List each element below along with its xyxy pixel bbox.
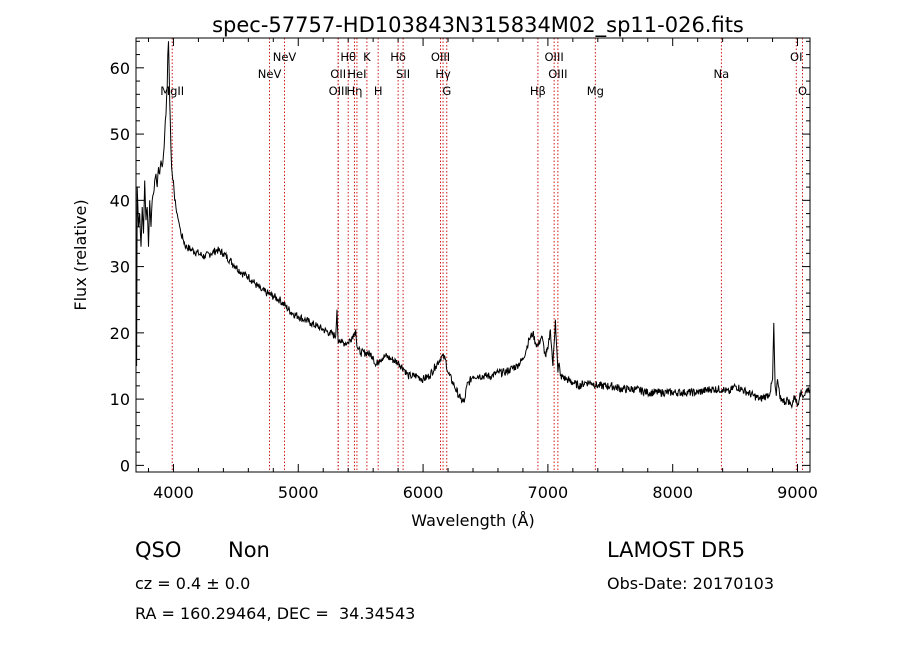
redshift-cz: cz = 0.4 ± 0.0: [135, 574, 251, 593]
y-tick-label-3: 30: [110, 258, 130, 277]
line-label-13: Hγ: [435, 67, 451, 81]
survey-name: LAMOST DR5: [607, 538, 746, 562]
x-tick-label-2: 6000: [403, 483, 444, 502]
line-label-1: NeV: [258, 67, 282, 81]
x-tick-label-5: 9000: [777, 483, 818, 502]
x-tick-label-1: 5000: [278, 483, 319, 502]
line-label-8: K: [363, 50, 371, 64]
y-tick-label-1: 10: [110, 390, 130, 409]
line-label-18: Mg: [587, 84, 604, 98]
line-label-2: NeV: [273, 50, 297, 64]
line-label-15: Hβ: [530, 84, 546, 98]
spectrum-line-0: [135, 41, 811, 410]
line-label-4: OIII: [329, 84, 348, 98]
x-tick-label-3: 7000: [528, 483, 569, 502]
x-tick-label-0: 4000: [153, 483, 194, 502]
line-label-11: SII: [396, 67, 410, 81]
y-tick-label-4: 40: [110, 191, 130, 210]
object-subclass: Non: [228, 538, 270, 562]
x-axis-label: Wavelength (Å): [411, 511, 534, 530]
object-class: QSO: [135, 538, 182, 562]
chart-title: spec-57757-HD103843N315834M02_sp11-026.f…: [212, 13, 744, 38]
line-label-16: OIII: [545, 50, 564, 64]
line-label-17: OIII: [548, 67, 567, 81]
line-label-9: H: [374, 84, 383, 98]
y-tick-label-0: 0: [120, 456, 130, 475]
observation-date: Obs-Date: 20170103: [607, 574, 775, 593]
y-tick-label-5: 50: [110, 125, 130, 144]
line-label-0: MgII: [160, 84, 184, 98]
line-label-5: Hθ: [340, 50, 356, 64]
line-label-19: Na: [714, 67, 730, 81]
y-tick-label-6: 60: [110, 59, 130, 78]
line-label-14: G: [442, 84, 451, 98]
line-label-7: HeI: [347, 67, 366, 81]
x-tick-label-4: 8000: [652, 483, 693, 502]
line-label-21: O: [798, 84, 807, 98]
line-label-12: OIII: [431, 50, 450, 64]
coordinates: RA = 160.29464, DEC = 34.34543: [135, 604, 416, 623]
line-label-10: Hδ: [390, 50, 406, 64]
line-label-20: OI: [790, 50, 802, 64]
plot-frame: [135, 37, 811, 473]
line-label-6: Hη: [346, 84, 362, 98]
y-tick-label-2: 20: [110, 324, 130, 343]
y-axis-label: Flux (relative): [71, 199, 90, 310]
